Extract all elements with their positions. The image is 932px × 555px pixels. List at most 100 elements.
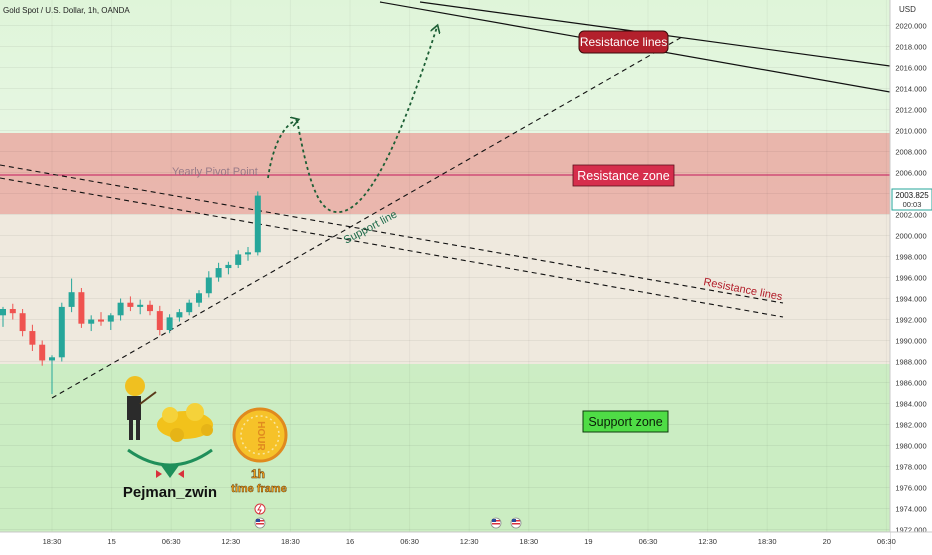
forecast-arrow-first xyxy=(267,120,297,179)
candle-body[interactable] xyxy=(29,331,36,345)
candle-body[interactable] xyxy=(107,315,114,322)
candle-body[interactable] xyxy=(215,268,222,278)
candle-body[interactable] xyxy=(156,311,163,330)
y-tick-label: 2012.000 xyxy=(895,106,926,115)
candle-body[interactable] xyxy=(19,313,26,332)
x-tick-label: 12:30 xyxy=(698,537,717,546)
candle-body[interactable] xyxy=(58,306,65,358)
us-flag-event-icon[interactable] xyxy=(490,517,502,529)
hour-badge-text: HOUR xyxy=(255,421,266,451)
candle-body[interactable] xyxy=(127,302,134,307)
candle-body[interactable] xyxy=(235,254,242,265)
pivot-label: Yearly Pivot Point xyxy=(172,166,258,178)
us-flag-event-icon[interactable] xyxy=(510,517,522,529)
y-tick-label: 2014.000 xyxy=(895,85,926,94)
candle-body[interactable] xyxy=(225,264,232,269)
forecast-arrow-second xyxy=(296,27,437,213)
candle-body[interactable] xyxy=(0,309,6,316)
x-tick-label: 06:30 xyxy=(162,537,181,546)
timeframe-badge: HOUR 1h time frame xyxy=(231,407,288,495)
candle-countdown: 00:03 xyxy=(903,200,922,209)
y-tick-label: 1994.000 xyxy=(895,295,926,304)
y-tick-label: 1982.000 xyxy=(895,421,926,430)
x-tick-label: 18:30 xyxy=(758,537,777,546)
candle-body[interactable] xyxy=(147,304,153,312)
y-tick-label: 2020.000 xyxy=(895,22,926,31)
y-tick-label: 1974.000 xyxy=(895,505,926,514)
support-zone[interactable] xyxy=(0,364,890,532)
x-tick-label: 15 xyxy=(107,537,115,546)
x-tick-label: 18:30 xyxy=(281,537,300,546)
last-price-value: 2003.825 xyxy=(895,191,929,200)
last-price-tag[interactable]: 2003.825 00:03 xyxy=(891,188,932,211)
candle-body[interactable] xyxy=(117,302,124,316)
candle-body[interactable] xyxy=(9,309,16,314)
us-flag-event-icon[interactable] xyxy=(254,517,266,529)
y-tick-label: 1986.000 xyxy=(895,379,926,388)
x-tick-label: 06:30 xyxy=(400,537,419,546)
middle-band xyxy=(0,214,890,364)
y-tick-label: 1990.000 xyxy=(895,337,926,346)
y-tick-label: 1988.000 xyxy=(895,358,926,367)
y-tick-label: 2000.000 xyxy=(895,232,926,241)
y-tick-label: 1972.000 xyxy=(895,526,926,535)
resistance-zone[interactable] xyxy=(0,133,890,214)
price-axis[interactable] xyxy=(890,0,932,550)
x-tick-label: 18:30 xyxy=(43,537,62,546)
candle-body[interactable] xyxy=(196,293,202,303)
x-tick-label: 06:30 xyxy=(877,537,896,546)
y-tick-label: 2010.000 xyxy=(895,127,926,136)
x-tick-label: 12:30 xyxy=(221,537,240,546)
candle-body[interactable] xyxy=(186,302,193,313)
x-tick-label: 06:30 xyxy=(639,537,658,546)
candle-body[interactable] xyxy=(39,344,46,361)
candle-body[interactable] xyxy=(166,317,173,330)
candle-body[interactable] xyxy=(176,312,183,318)
lightning-event-icon[interactable] xyxy=(254,503,266,515)
timeframe-value: 1h xyxy=(251,467,265,481)
resistance-lines-badge[interactable]: Resistance lines xyxy=(578,30,669,54)
support-dashed-line[interactable] xyxy=(51,36,683,399)
resistance-lines-badge-text: Resistance lines xyxy=(580,35,667,49)
y-tick-label: 1998.000 xyxy=(895,253,926,262)
time-axis[interactable] xyxy=(0,532,890,550)
author-logo: Pejman_zwin xyxy=(123,376,217,501)
y-tick-label: 1992.000 xyxy=(895,316,926,325)
x-axis-ticks: 18:30 15 06:30 12:30 18:30 16 06:30 12:30 18:30 1… xyxy=(43,537,896,546)
y-tick-label: 2008.000 xyxy=(895,148,926,157)
candlestick-series[interactable] xyxy=(0,191,261,395)
y-tick-label: 1976.000 xyxy=(895,484,926,493)
grid-lines xyxy=(0,0,890,532)
y-tick-label: 2018.000 xyxy=(895,43,926,52)
candle-body[interactable] xyxy=(137,304,144,307)
y-tick-label: 1984.000 xyxy=(895,400,926,409)
candle-body[interactable] xyxy=(205,277,212,294)
candle-body[interactable] xyxy=(88,319,95,324)
candle-body[interactable] xyxy=(245,252,251,255)
y-tick-label: 2006.000 xyxy=(895,169,926,178)
x-tick-label: 12:30 xyxy=(460,537,479,546)
currency-label: USD xyxy=(899,5,916,14)
candle-body[interactable] xyxy=(68,292,75,307)
x-tick-label: 20 xyxy=(823,537,831,546)
x-tick-label: 16 xyxy=(346,537,354,546)
candle-body[interactable] xyxy=(254,195,261,253)
y-tick-label: 1980.000 xyxy=(895,442,926,451)
y-tick-label: 1978.000 xyxy=(895,463,926,472)
resistance-zone-badge[interactable]: Resistance zone xyxy=(572,164,675,187)
author-name: Pejman_zwin xyxy=(123,484,217,501)
x-tick-label: 18:30 xyxy=(519,537,538,546)
resistance-dashed-line-2[interactable] xyxy=(0,177,784,318)
candle-body[interactable] xyxy=(98,319,104,322)
support-zone-badge-text: Support zone xyxy=(588,415,662,429)
y-tick-label: 2002.000 xyxy=(895,211,926,220)
y-tick-label: 2016.000 xyxy=(895,64,926,73)
y-axis-ticks: 2020.000 2018.000 2016.000 2014.000 2012.000… xyxy=(895,22,926,535)
resistance-zone-badge-text: Resistance zone xyxy=(577,169,669,183)
candle-body[interactable] xyxy=(78,292,85,324)
candle-body[interactable] xyxy=(49,357,55,361)
support-zone-badge[interactable]: Support zone xyxy=(582,410,669,433)
resistance-dashed-line-1[interactable] xyxy=(0,164,784,304)
